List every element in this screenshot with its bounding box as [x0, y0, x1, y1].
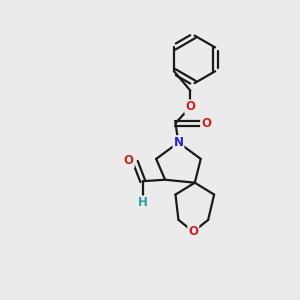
Text: O: O	[201, 117, 211, 130]
Text: O: O	[185, 100, 195, 113]
Text: H: H	[138, 196, 148, 209]
Text: N: N	[173, 136, 183, 149]
Text: O: O	[124, 154, 134, 167]
Text: O: O	[188, 225, 198, 238]
